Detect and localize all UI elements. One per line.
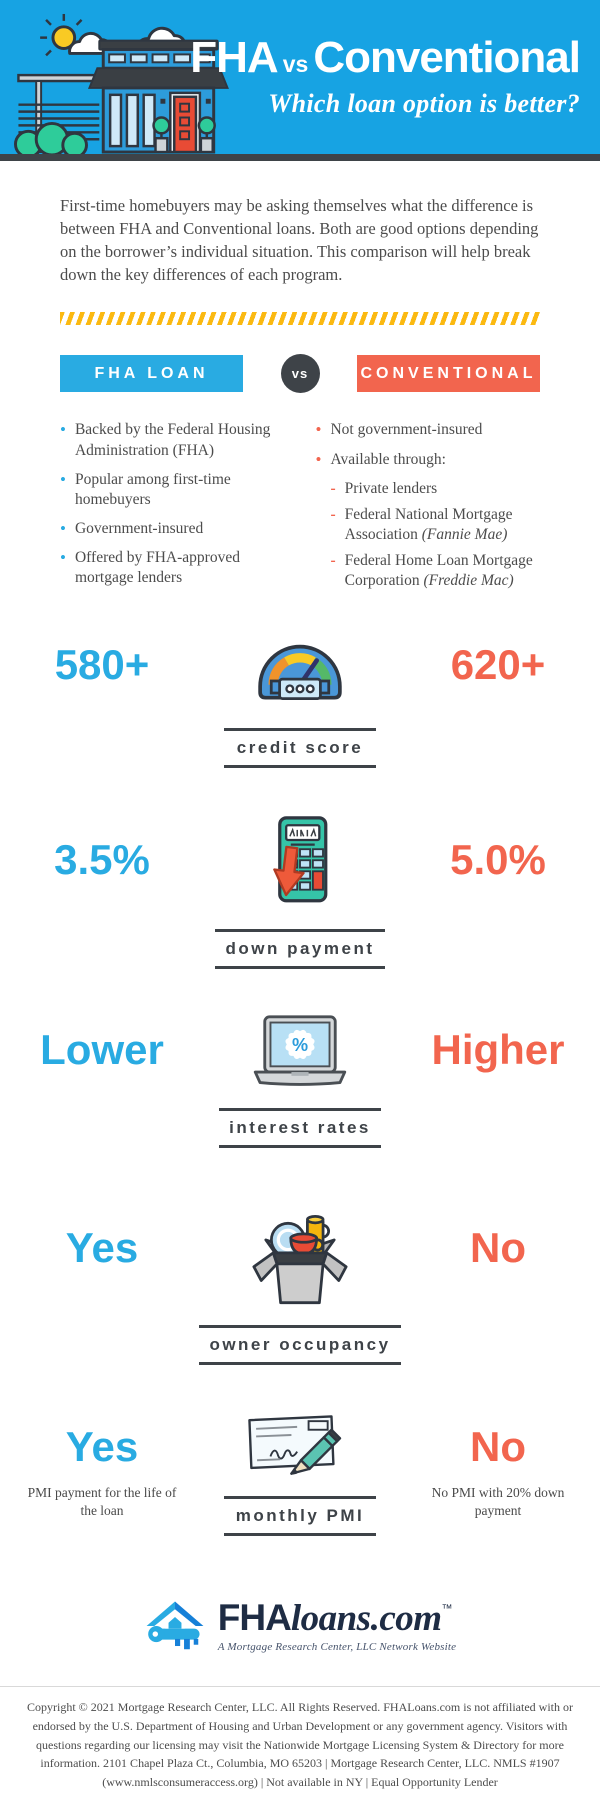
conventional-credit-score-value: 620+ bbox=[450, 640, 546, 688]
stripe-divider bbox=[60, 312, 540, 326]
trademark-symbol: ™ bbox=[441, 1603, 453, 1616]
box-icon bbox=[252, 1215, 348, 1305]
list-item: Offered by FHA-approved mortgage lenders bbox=[60, 548, 290, 588]
house-illustration bbox=[14, 13, 229, 154]
conventional-feature-list: Not government-insured Available through… bbox=[316, 420, 546, 597]
fha-pmi-note: PMI payment for the life of the loan bbox=[27, 1484, 177, 1518]
list-item: Government-insured bbox=[60, 519, 290, 539]
page-title: FHA vs Conventional bbox=[190, 33, 581, 82]
comparison-row-credit-score: 580+ credit score 620+ bbox=[0, 623, 600, 769]
fha-interest-rate-value: Lower bbox=[40, 1025, 164, 1073]
check-icon bbox=[248, 1415, 342, 1476]
row-label-credit-score: credit score bbox=[224, 728, 376, 769]
versus-row: FHA LOAN vs CONVENTIONAL bbox=[60, 354, 540, 394]
house-key-logo-icon bbox=[146, 1601, 204, 1650]
row-label-interest-rates: interest rates bbox=[219, 1108, 381, 1149]
fha-credit-score-value: 580+ bbox=[54, 640, 150, 688]
logo-tagline: A Mortgage Research Center, LLC Network … bbox=[217, 1641, 457, 1654]
conventional-badge: CONVENTIONAL bbox=[357, 355, 540, 393]
laptop-icon: % bbox=[253, 1015, 347, 1087]
header-titles: FHA vs Conventional Which loan option is b… bbox=[190, 33, 581, 119]
fhaloans-logo: FHAloans.com™ A Mortgage Research Center… bbox=[0, 1598, 600, 1654]
fha-down-payment-value: 3.5% bbox=[54, 835, 150, 883]
conventional-down-payment-value: 5.0% bbox=[450, 835, 546, 883]
page-subtitle: Which loan option is better? bbox=[268, 89, 580, 118]
row-label-monthly-pmi: monthly PMI bbox=[224, 1496, 376, 1537]
fha-feature-list: Backed by the Federal Housing Administra… bbox=[60, 420, 290, 597]
gauge-icon bbox=[258, 645, 342, 701]
comparison-row-owner-occupancy: Yes bbox=[0, 1192, 600, 1366]
intro-paragraph: First-time homebuyers may be asking them… bbox=[60, 196, 539, 285]
fha-owner-occupancy-value: Yes bbox=[65, 1223, 139, 1271]
header-ground-strip bbox=[0, 154, 600, 161]
vs-badge: vs bbox=[280, 354, 320, 394]
conventional-owner-occupancy-value: No bbox=[470, 1223, 526, 1271]
conventional-sub-list: Private lenders Federal National Mortgag… bbox=[331, 479, 546, 592]
copyright-text: Copyright © 2021 Mortgage Research Cente… bbox=[0, 1686, 600, 1809]
fha-loan-badge: FHA LOAN bbox=[60, 355, 243, 393]
conventional-pmi-note: No PMI with 20% down payment bbox=[431, 1484, 565, 1518]
list-sub-item: Federal National Mortgage Association (F… bbox=[331, 505, 546, 545]
list-sub-item: Federal Home Loan Mortgage Corporation (… bbox=[331, 551, 546, 591]
svg-text:%: % bbox=[292, 1035, 308, 1055]
feature-lists: Backed by the Federal Housing Administra… bbox=[60, 420, 545, 597]
list-item: Backed by the Federal Housing Administra… bbox=[60, 420, 290, 460]
row-label-down-payment: down payment bbox=[215, 929, 385, 970]
logo-wordmark: FHAloans.com™ bbox=[217, 1597, 453, 1640]
list-item: Not government-insured bbox=[316, 420, 546, 440]
header-banner: FHA vs Conventional Which loan option is b… bbox=[0, 0, 600, 154]
comparison-row-interest-rates: Lower % interest rates Higher bbox=[0, 1013, 600, 1149]
row-label-owner-occupancy: owner occupancy bbox=[199, 1325, 401, 1366]
fha-pmi-value: Yes bbox=[65, 1422, 139, 1470]
conventional-pmi-value: No bbox=[470, 1422, 526, 1470]
calculator-icon bbox=[273, 816, 328, 903]
list-sub-item: Private lenders bbox=[331, 479, 546, 499]
comparison-row-monthly-pmi: Yes PMI payment for the life of the loan bbox=[0, 1409, 600, 1537]
list-item: Popular among first-time homebuyers bbox=[60, 470, 290, 510]
list-item: Available through: bbox=[316, 450, 546, 470]
conventional-interest-rate-value: Higher bbox=[431, 1025, 565, 1073]
comparison-row-down-payment: 3.5% down payment 5.0% bbox=[0, 812, 600, 970]
